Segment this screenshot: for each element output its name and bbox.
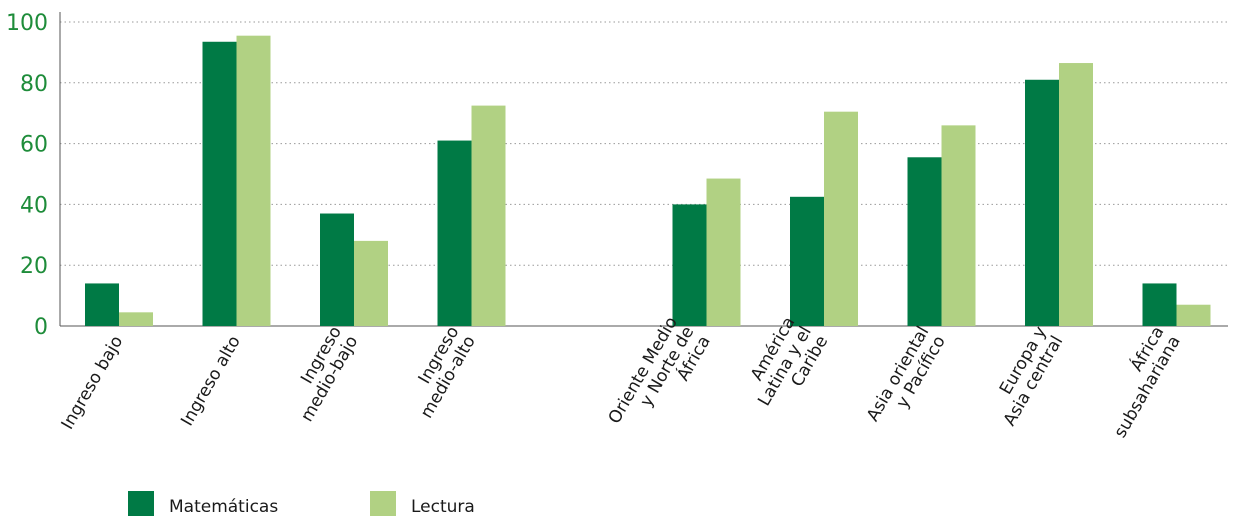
- x-tick-label: Ingreso bajo: [58, 333, 128, 434]
- x-tick-label: Ingreso alto: [177, 333, 245, 430]
- bar-lectura: [119, 312, 153, 326]
- bar-lectura: [941, 125, 976, 326]
- bar-lectura: [471, 105, 506, 326]
- bar-lectura: [236, 35, 271, 327]
- x-tick-label: Oriente Medioy Norte deÁfrica: [605, 314, 715, 447]
- x-tick-label: Europa yAsia central: [983, 323, 1067, 429]
- legend: Matemáticas Lectura: [128, 491, 475, 516]
- bar-matematicas: [907, 157, 942, 326]
- x-tick-label: Ingresomedio-bajo: [281, 323, 363, 425]
- bar-lectura: [824, 111, 858, 327]
- x-tick-label: AméricaLatina y elCaribe: [738, 314, 832, 420]
- bar-lectura: [1059, 63, 1093, 326]
- bar-matematicas: [1142, 283, 1177, 326]
- bar-matematicas: [790, 196, 824, 326]
- y-tick-label: 100: [6, 11, 48, 36]
- y-tick-label: 20: [20, 254, 48, 279]
- bar-lectura: [1176, 304, 1211, 326]
- x-tick-label: Áfricasubsahariana: [1092, 322, 1185, 441]
- legend-label-lectura: Lectura: [411, 497, 475, 516]
- x-tick-label: Asia orientaly Pacífico: [863, 323, 950, 434]
- bar-matematicas: [437, 140, 472, 326]
- x-axis-labels: Ingreso bajo Ingreso alto Ingresomedio-baj…: [58, 314, 1185, 447]
- bar-matematicas: [1025, 79, 1059, 326]
- bar-matematicas: [672, 204, 707, 326]
- legend-swatch-matematicas: [128, 491, 154, 516]
- y-tick-label: 80: [20, 72, 48, 97]
- bar-matematicas: [85, 283, 119, 326]
- x-tick-label: Ingresomedio-alto: [400, 323, 480, 422]
- bar-lectura: [706, 178, 741, 326]
- bar-lectura: [354, 240, 388, 326]
- y-tick-label: 40: [20, 193, 48, 218]
- y-tick-label: 0: [34, 315, 48, 340]
- bars: [85, 35, 1211, 327]
- bar-matematicas: [320, 213, 354, 326]
- bar-matematicas: [202, 41, 237, 326]
- legend-label-matematicas: Matemáticas: [169, 497, 278, 516]
- legend-swatch-lectura: [370, 491, 396, 516]
- y-tick-label: 60: [20, 133, 48, 158]
